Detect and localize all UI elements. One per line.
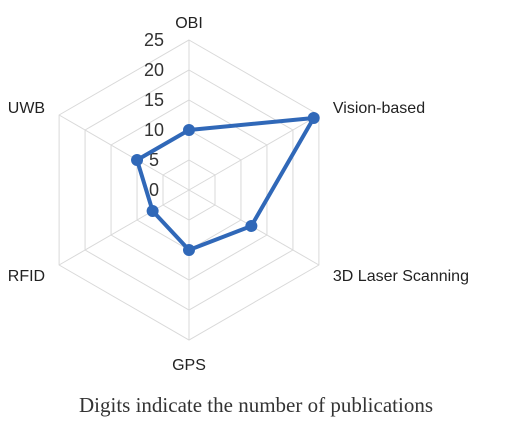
tick-label: 10 [144, 120, 164, 140]
tick-label: 25 [144, 30, 164, 50]
grid-spoke [188, 114, 320, 191]
category-label: 3D Laser Scanning [333, 268, 469, 285]
data-point [307, 112, 320, 124]
category-label: OBI [175, 15, 203, 32]
category-label: UWB [8, 100, 45, 117]
data-point [183, 124, 195, 136]
data-point [131, 154, 144, 166]
data-point [183, 244, 195, 256]
category-label: RFID [8, 268, 45, 285]
data-point [146, 205, 159, 217]
radial-tick-labels: 0 5 10 15 20 25 [144, 30, 164, 200]
chart-caption: Digits indicate the number of publicatio… [78, 393, 433, 417]
tick-label: 5 [149, 150, 159, 170]
data-series [131, 112, 320, 256]
tick-label: 0 [149, 180, 159, 200]
tick-label: 15 [144, 90, 164, 110]
radar-grid [58, 39, 320, 341]
grid-spoke [58, 189, 190, 266]
category-label: GPS [172, 357, 206, 374]
tick-label: 20 [144, 60, 164, 80]
category-label: Vision-based [333, 100, 425, 117]
grid-spoke [58, 114, 190, 191]
data-point [245, 220, 258, 232]
category-labels: OBI Vision-based 3D Laser Scanning GPS RFID U… [8, 15, 469, 374]
